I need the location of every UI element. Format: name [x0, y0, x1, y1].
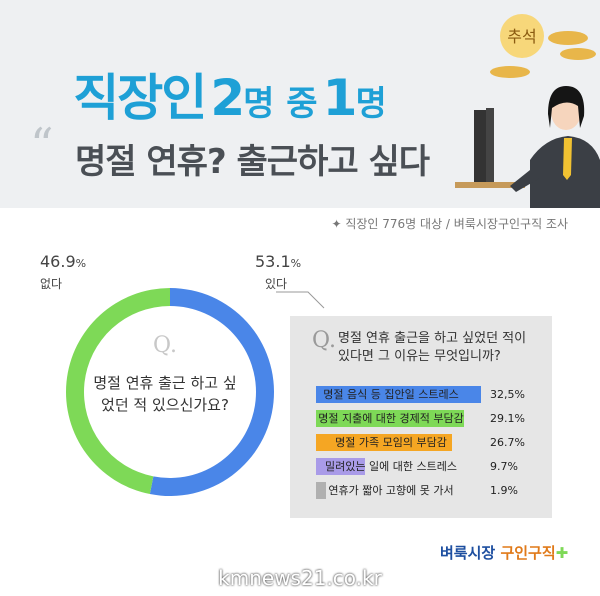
cloud-decoration	[490, 31, 596, 78]
bar-5	[316, 482, 326, 499]
headline: 직장인 2명 중 1명	[0, 58, 460, 130]
bar-label-5: 연휴가 짧아 고향에 못 가서	[328, 484, 454, 497]
bar-label-4: 밀려있는 일에 대한 스트레스	[325, 460, 457, 473]
slice-value-no: 46.9%	[40, 252, 87, 271]
brand-logo: 벼룩시장 구인구직✚	[440, 544, 569, 562]
bar-label-2: 명절 지출에 대한 경제적 부담감	[318, 412, 464, 425]
person-hair	[548, 86, 585, 128]
headline-word-1: 직장인	[73, 69, 207, 127]
quote-mark: “	[30, 118, 54, 172]
bar-1	[316, 386, 481, 403]
person-tie	[563, 138, 572, 180]
bar-label-1: 명절 음식 등 집안일 스트레스	[323, 388, 459, 401]
monitor	[474, 110, 486, 182]
headline-number-1: 2	[210, 69, 245, 127]
donut-slice-no	[65, 288, 170, 495]
headline-word-3: 명	[355, 84, 387, 124]
slice-label-no: 없다	[40, 277, 63, 291]
bar-value-2: 29.1%	[490, 412, 525, 425]
person-arm	[510, 170, 540, 192]
bar-4	[316, 458, 366, 475]
badge-text: 추석	[507, 27, 536, 46]
bar-value-3: 26.7%	[490, 436, 525, 449]
office-worker-illustration: 추석	[455, 14, 600, 208]
bar-value-4: 9.7%	[490, 460, 518, 473]
watermark: kmnews21.co.kr	[218, 566, 382, 590]
reasons-panel: Q. 명절 연휴 출근을 하고 싶었던 적이 있다면 그 이유는 무엇입니까? …	[290, 316, 552, 518]
donut-question: 명절 연휴 출근 하고 싶었던 적 있으신가요?	[93, 374, 237, 414]
survey-note: ✦ 직장인 776명 대상 / 벼룩시장구인구직 조사	[331, 217, 568, 231]
slice-value-yes: 53.1%	[255, 252, 302, 271]
bar-value-1: 32,5%	[490, 388, 525, 401]
bar-label-3: 명절 가족 모임의 부담감	[335, 436, 447, 449]
slice-label-yes: 있다	[265, 277, 288, 291]
headline-word-2: 명 중	[243, 84, 318, 124]
panel-question-mark-icon: Q.	[312, 328, 336, 353]
question-mark-icon: Q.	[153, 333, 177, 358]
moon-icon	[500, 14, 544, 58]
keyboard	[455, 182, 525, 188]
bar-3	[316, 434, 452, 451]
bar-value-5: 1.9%	[490, 484, 518, 497]
monitor-stand	[486, 108, 494, 188]
bar-2	[316, 410, 464, 427]
panel-question: 명절 연휴 출근을 하고 싶었던 적이 있다면 그 이유는 무엇입니까?	[338, 331, 527, 364]
header-banner: 직장인 2명 중 1명 “ 명절 연휴? 출근하고 싶다 추석	[0, 0, 600, 208]
subheadline: 명절 연휴? 출근하고 싶다	[75, 142, 430, 182]
callout-line	[276, 291, 325, 309]
headline-number-2: 1	[322, 69, 358, 127]
donut-slice-yes	[149, 288, 274, 497]
